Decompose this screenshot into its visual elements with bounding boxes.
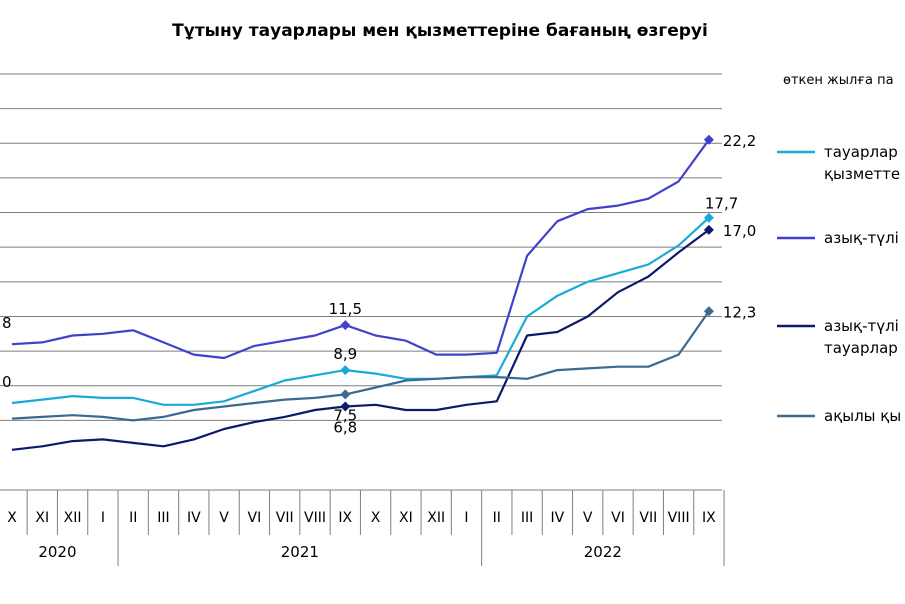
data-label: 0 <box>2 373 12 391</box>
x-tick-label: I <box>101 510 105 526</box>
x-tick-label: XII <box>427 510 445 526</box>
series-line-3 <box>11 229 710 451</box>
x-tick-label: XI <box>399 510 413 526</box>
data-point-marker <box>340 389 351 400</box>
x-tick-label: IV <box>551 510 565 526</box>
x-tick-label: V <box>219 510 229 526</box>
legend-label: қызметте <box>824 165 900 183</box>
x-tick-label: X <box>7 510 17 526</box>
data-label: 12,3 <box>723 303 756 321</box>
year-label: 2021 <box>281 543 319 561</box>
data-label: 17,0 <box>723 222 756 240</box>
data-label: 17,7 <box>705 195 738 213</box>
x-axis: X XI XII I II III IV V VI VII VIII IX X XI XII I II III IV… <box>0 489 725 566</box>
data-label: 6,8 <box>333 419 357 437</box>
x-tick-label: IX <box>338 510 352 526</box>
x-tick-label: II <box>493 510 501 526</box>
data-label: 22,2 <box>723 132 756 150</box>
legend-label: азық-түлі <box>824 229 899 247</box>
data-point-marker <box>340 401 351 412</box>
x-tick-label: V <box>583 510 593 526</box>
series-lines <box>11 139 710 451</box>
series-line-2 <box>11 139 710 360</box>
legend-label: тауарлар <box>824 339 898 357</box>
data-point-marker <box>703 212 714 223</box>
x-tick-label: XII <box>64 510 82 526</box>
chart-title: Тұтыну тауарлары мен қызметтеріне бағаны… <box>172 21 708 41</box>
data-label: 8 <box>2 314 12 332</box>
series-line-1 <box>11 216 710 406</box>
legend-label: азық-түлі <box>824 317 899 335</box>
data-point-marker <box>703 224 714 235</box>
data-point-marker <box>703 134 714 145</box>
gridlines <box>0 73 722 421</box>
legend-label: ақылы қы <box>824 407 901 425</box>
year-label: 2020 <box>38 543 76 561</box>
x-tick-label: X <box>371 510 381 526</box>
x-tick-label: IV <box>187 510 201 526</box>
year-label: 2022 <box>584 543 622 561</box>
data-point-marker <box>340 365 351 376</box>
data-point-marker <box>340 320 351 331</box>
x-tick-label: XI <box>35 510 49 526</box>
x-tick-label: VIII <box>668 510 690 526</box>
x-tick-label: VII <box>639 510 657 526</box>
unit-note: өткен жылға па <box>783 73 894 88</box>
x-tick-label: IX <box>702 510 716 526</box>
data-labels: 8,9 17,7 11,5 22,2 6,8 17,0 7,5 12,3 8 0 <box>2 132 756 437</box>
data-label: 11,5 <box>329 300 362 318</box>
data-label: 7,5 <box>333 406 357 424</box>
x-tick-label: II <box>129 510 137 526</box>
x-tick-label: VII <box>276 510 294 526</box>
x-tick-label: VI <box>248 510 262 526</box>
x-tick-label: VIII <box>304 510 326 526</box>
series-line-4 <box>11 310 710 422</box>
x-tick-label: III <box>521 510 533 526</box>
x-tick-label: VI <box>611 510 625 526</box>
x-tick-label: III <box>157 510 169 526</box>
legend: тауарлар қызметте азық-түлі азық-түлі тауарл… <box>777 143 901 425</box>
data-point-marker <box>703 306 714 317</box>
legend-label: тауарлар <box>824 143 898 161</box>
x-tick-label: I <box>464 510 468 526</box>
data-label: 8,9 <box>333 345 357 363</box>
